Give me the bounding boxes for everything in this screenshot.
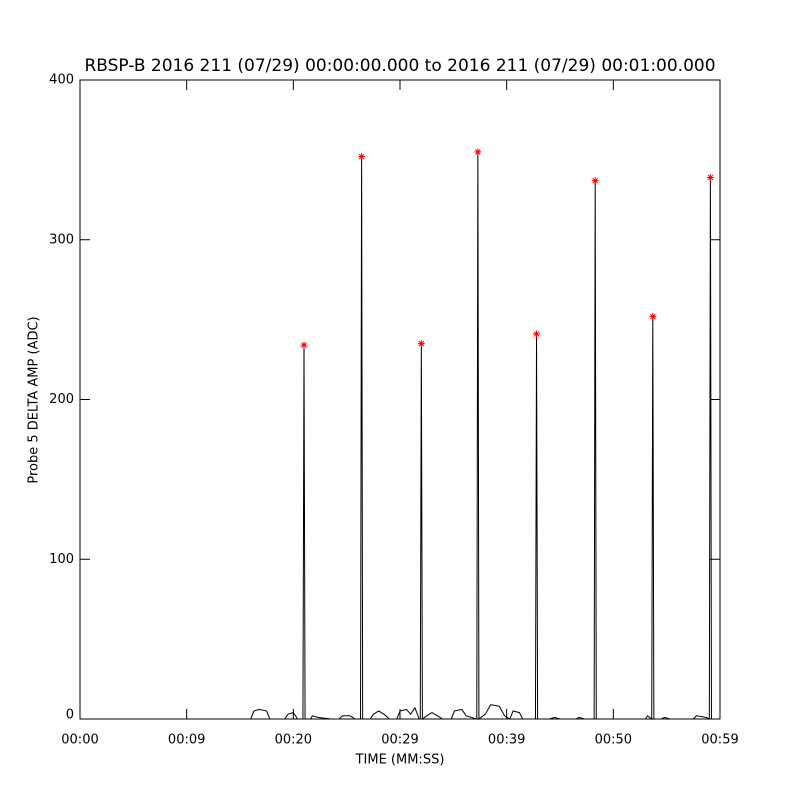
peak-marker [417,340,425,348]
y-axis-label: Probe 5 DELTA AMP (ADC) [27,316,42,483]
x-tick-label: 00:09 [168,733,205,748]
y-tick-label: 300 [49,232,74,247]
y-tick-label: 200 [49,392,74,407]
peak-marker [706,173,714,181]
peak-marker [649,312,657,320]
x-tick-label: 00:29 [381,733,418,748]
y-tick-label: 400 [49,73,74,88]
y-tick-label: 100 [49,552,74,567]
peak-marker [591,177,599,185]
peak-marker [300,341,308,349]
x-tick-label: 00:20 [275,733,312,748]
x-tick-label: 00:00 [61,733,98,748]
peak-marker [358,153,366,161]
x-tick-label: 00:59 [701,733,738,748]
chart-title: RBSP-B 2016 211 (07/29) 00:00:00.000 to … [84,56,715,76]
plot-frame [79,79,721,720]
peak-marker [533,330,541,338]
y-tick-label: 0 [66,708,74,723]
x-tick-label: 00:39 [488,733,525,748]
data-line [80,151,712,720]
x-axis-label: TIME (MM:SS) [355,753,445,768]
peak-marker [474,148,482,156]
x-tick-label: 00:50 [595,733,632,748]
